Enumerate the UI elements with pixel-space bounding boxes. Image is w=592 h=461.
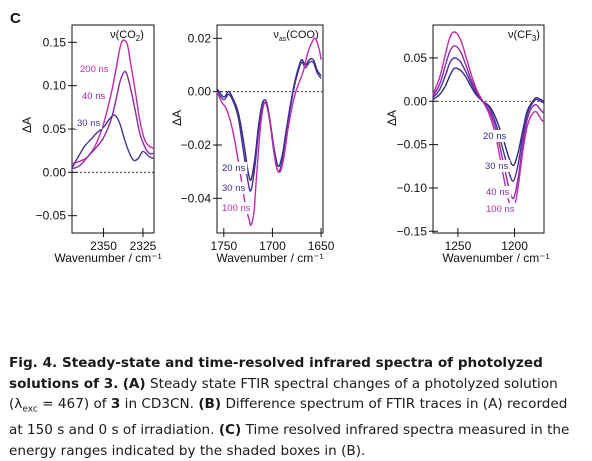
series-line-co2-40ns <box>71 70 155 170</box>
caption-a-text: Steady state FTIR spectral changes of a … <box>9 375 558 413</box>
caption-a-text2: = 467) of <box>37 396 111 412</box>
caption-b-text: Difference spectrum of FTIR traces in (A… <box>9 396 568 439</box>
series-label-bg-coo <box>220 162 248 174</box>
y-tick-label-cf3: −0.15 <box>397 224 428 238</box>
y-tick-label-coo: 0.00 <box>188 85 212 99</box>
caption-title: Steady-state and time-resolved infrared … <box>9 355 543 392</box>
panel-letter: C <box>10 10 21 27</box>
caption-c-text: Time resolved infrared spectra measured … <box>9 422 570 459</box>
series-label-cf3: 30 ns <box>485 161 508 172</box>
x-tick-label-coo: 1700 <box>259 239 286 253</box>
x-tick-label-coo: 1650 <box>308 239 335 253</box>
y-tick-label-co2: 0.00 <box>43 165 67 179</box>
series-label-bg-coo <box>220 202 253 214</box>
chart-cf3-title: ν(CF3) <box>508 29 540 43</box>
chart-coo-xlabel: Wavenumber / cm⁻¹ <box>216 251 323 265</box>
y-tick-label-coo: −0.04 <box>181 191 212 205</box>
series-line-cf3-30ns <box>432 57 545 182</box>
y-tick-label-cf3: −0.05 <box>397 138 428 152</box>
chart-co2-xlabel: Wavenumber / cm⁻¹ <box>54 251 161 265</box>
series-label-bg-co2 <box>80 90 108 102</box>
chart-coo-ylabel: ΔA <box>170 110 184 126</box>
series-line-coo-100ns <box>216 37 322 226</box>
caption-c-label: (C) <box>218 422 242 439</box>
series-label-cf3: 40 ns <box>486 187 509 198</box>
series-label-bg-cf3 <box>484 186 512 198</box>
series-label-bg-coo <box>220 182 248 194</box>
series-label-bg-co2 <box>78 63 111 75</box>
series-label-co2: 200 ns <box>80 64 109 75</box>
caption-a-sub: exc <box>22 404 38 415</box>
series-label-bg-cf3 <box>483 160 511 172</box>
chart-cf3-ylabel: ΔA <box>385 110 399 126</box>
chart-co2-ylabel: ΔA <box>20 117 34 133</box>
y-tick-label-co2: 0.10 <box>43 79 67 93</box>
y-tick-label-cf3: 0.05 <box>404 51 428 65</box>
series-line-co2-30ns <box>71 114 155 169</box>
x-tick-label-cf3: 1200 <box>501 239 528 253</box>
series-label-cf3: 100 ns <box>486 204 515 215</box>
series-label-bg-cf3 <box>481 130 509 142</box>
series-label-coo: 20 ns <box>222 163 245 174</box>
y-tick-label-co2: 0.15 <box>43 35 67 49</box>
x-tick-label-coo: 1750 <box>210 239 237 253</box>
series-label-coo: 30 ns <box>222 183 245 194</box>
series-label-co2: 30 ns <box>77 118 100 129</box>
chart-co2-title: ν(CO2) <box>110 29 144 43</box>
x-tick-label-co2: 2350 <box>90 239 117 253</box>
series-line-cf3-40ns <box>432 45 545 200</box>
caption-b-label: (B) <box>198 396 222 412</box>
series-label-coo: 100 ns <box>222 203 251 214</box>
y-tick-label-co2: 0.05 <box>43 122 67 136</box>
series-label-co2: 40 ns <box>82 91 105 102</box>
y-tick-label-cf3: 0.00 <box>404 94 428 108</box>
figure-panel-c: C ν(CO2) ΔA Wavenumber / cm⁻¹ −0.05 0.00 0… <box>10 10 550 265</box>
chart-cf3-xlabel: Wavenumber / cm⁻¹ <box>442 251 549 265</box>
chart-co2: ν(CO2) ΔA Wavenumber / cm⁻¹ −0.05 0.00 0.0… <box>20 24 162 265</box>
caption-a-text3: in CD3CN. <box>120 396 194 412</box>
figure-caption: Fig. 4. Steady-state and time-resolved i… <box>9 353 584 461</box>
series-label-bg-co2 <box>75 117 103 129</box>
plot-frame-coo <box>216 24 324 234</box>
caption-fig-label: Fig. 4. <box>9 355 58 371</box>
y-tick-label-coo: −0.02 <box>181 138 212 152</box>
caption-a-label: (A) <box>122 375 146 392</box>
plot-frame-cf3 <box>432 24 545 234</box>
series-label-cf3: 20 ns <box>483 131 506 142</box>
y-tick-label-cf3: −0.10 <box>397 181 428 195</box>
chart-coo: νas(COO) ΔA Wavenumber / cm⁻¹ −0.04−0.02… <box>170 24 335 265</box>
caption-a-cmpd: 3 <box>110 396 121 412</box>
x-tick-label-co2: 2325 <box>130 239 157 253</box>
chart-cf3: ν(CF3) ΔA Wavenumber / cm⁻¹ −0.15 −0.10 −0… <box>385 24 550 265</box>
series-line-cf3-20ns <box>432 67 545 167</box>
x-tick-label-cf3: 1250 <box>445 239 472 253</box>
series-label-bg-cf3 <box>484 203 517 215</box>
y-tick-label-co2: −0.05 <box>36 209 67 223</box>
y-tick-label-coo: 0.02 <box>188 31 212 45</box>
